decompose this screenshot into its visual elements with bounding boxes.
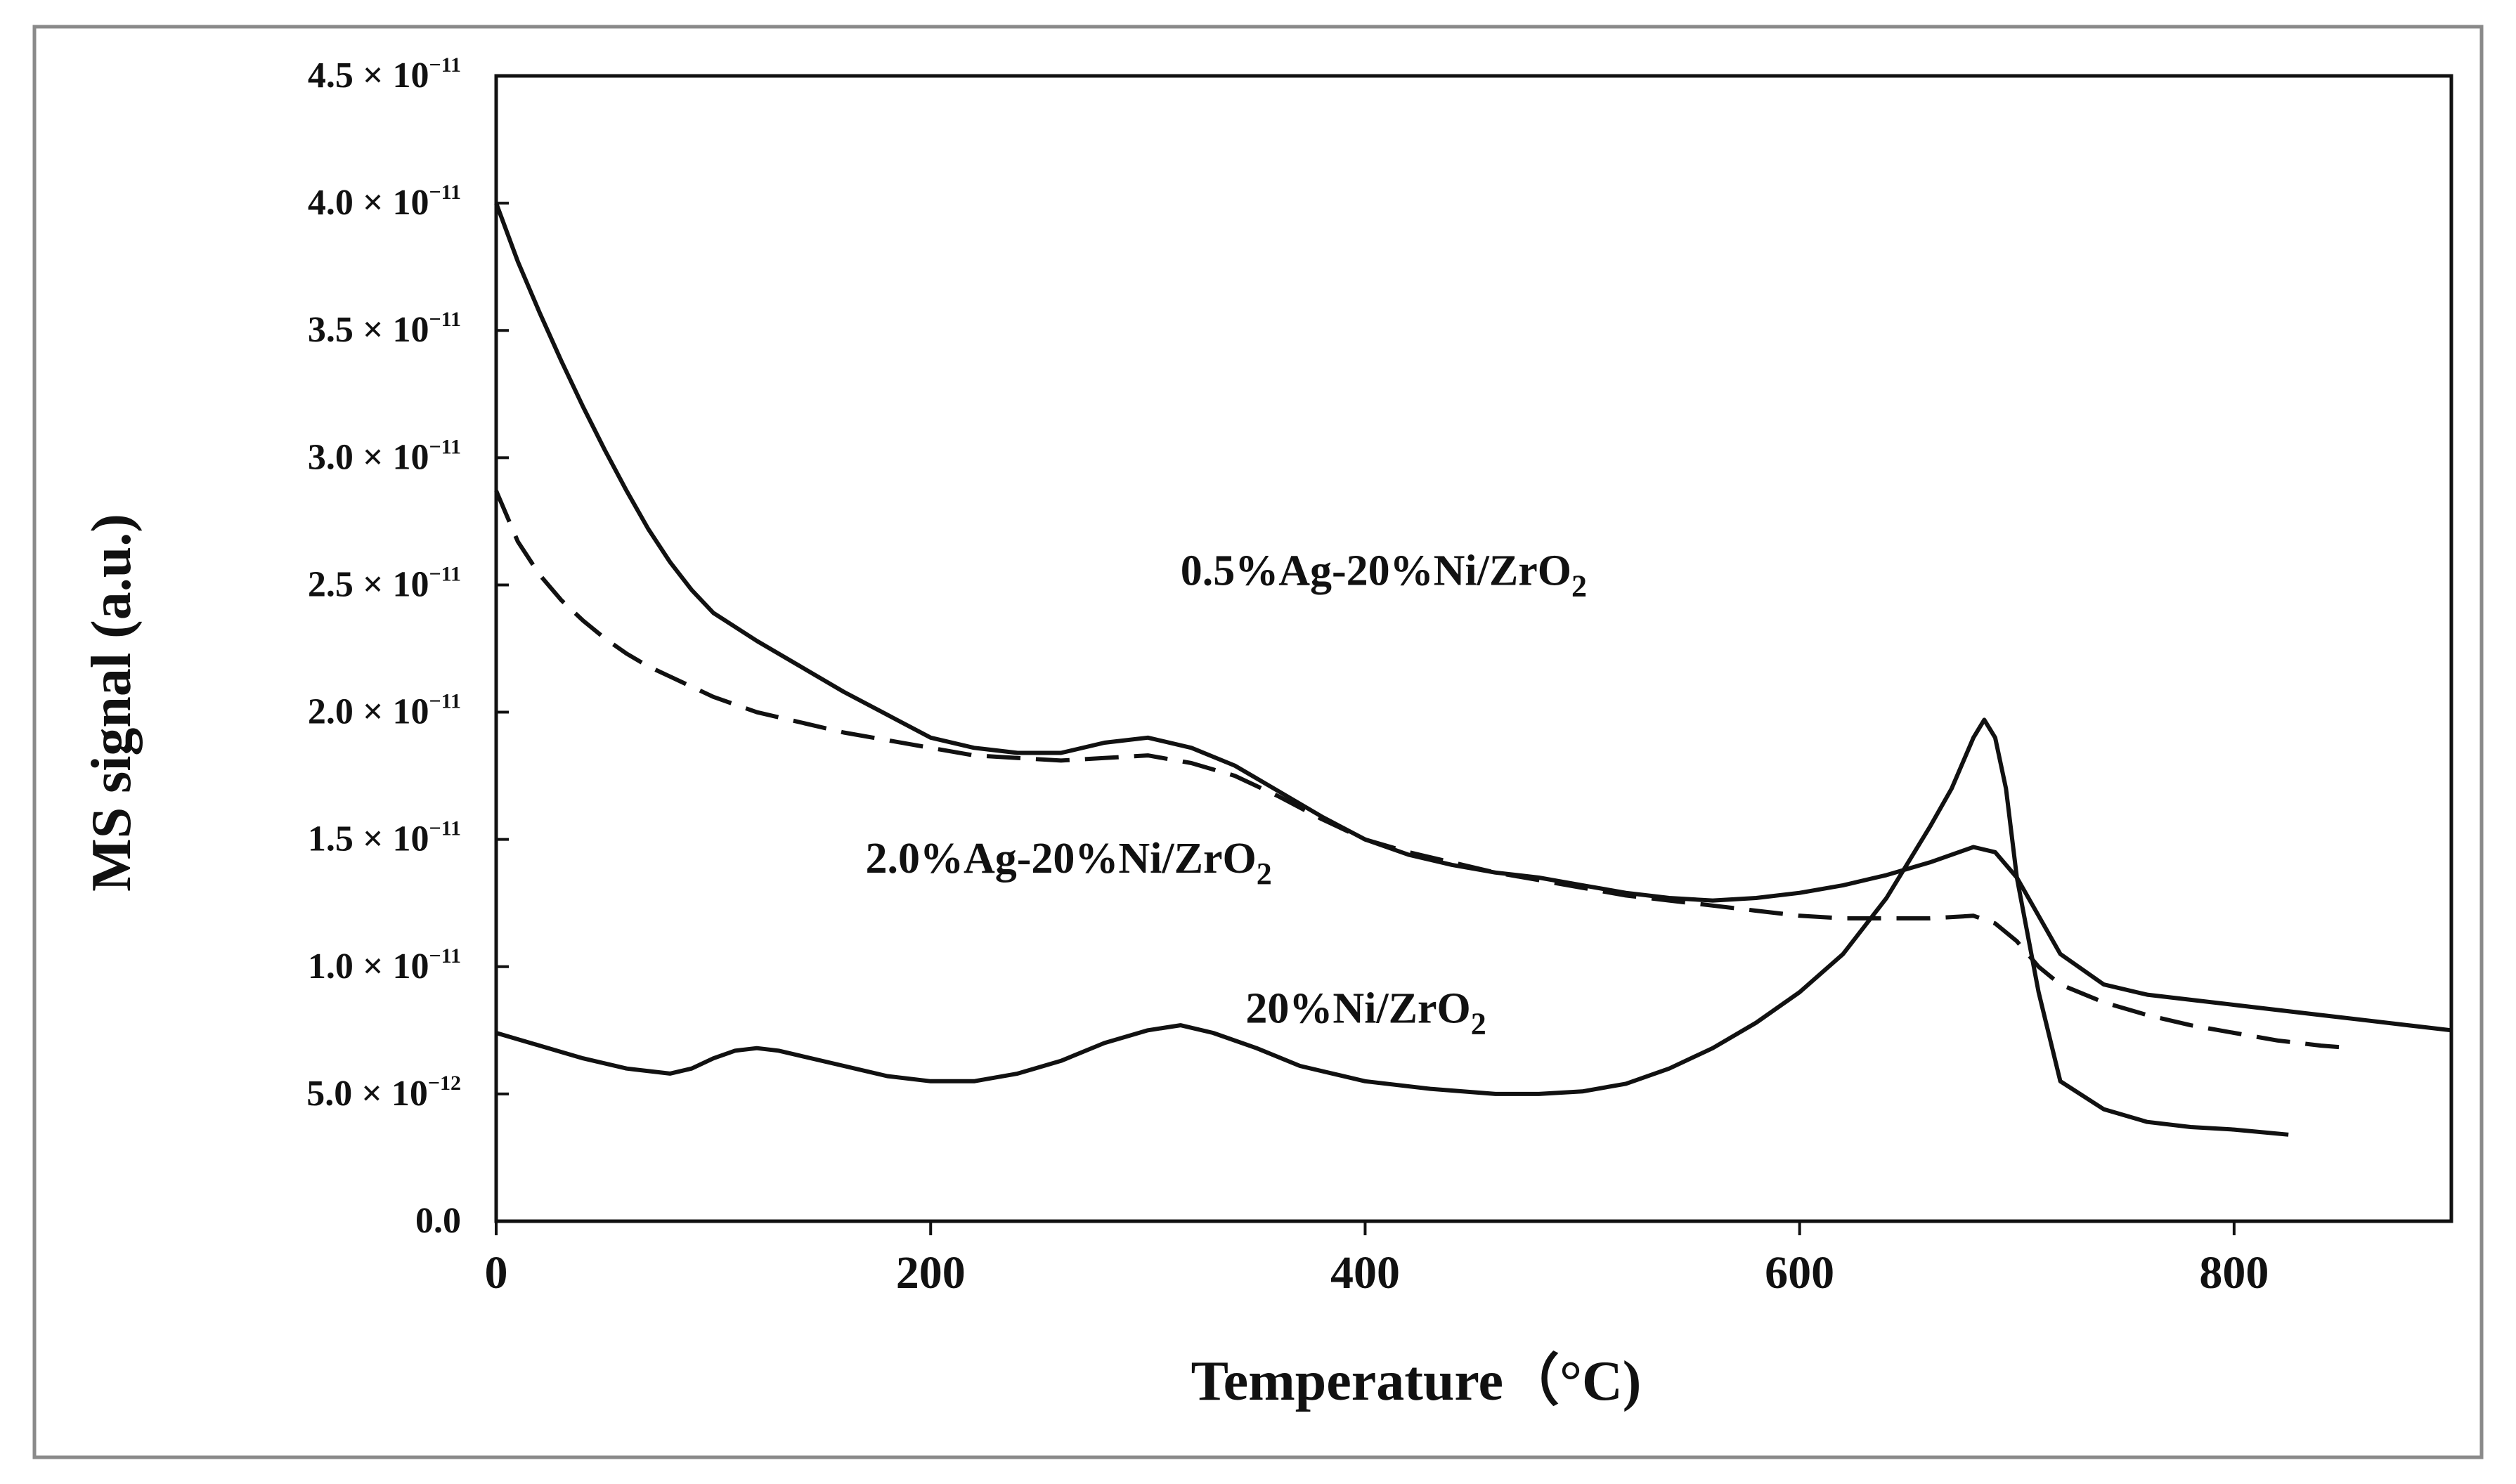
series-annotation: 20%Ni/ZrO2 [1245, 984, 1486, 1041]
series-line-3 [495, 717, 2289, 1137]
plot-area-frame [494, 74, 2453, 1223]
x-tick-label: 200 [896, 1247, 966, 1298]
x-tick-label: 600 [1765, 1247, 1834, 1298]
y-tick-label: 3.5 × 10−11 [308, 308, 461, 350]
y-tick-label: 1.5 × 10−11 [308, 817, 461, 859]
x-tick-label: 0 [485, 1247, 508, 1298]
y-tick-label: 0.0 [415, 1201, 461, 1241]
y-tick-label: 4.5 × 10−11 [308, 53, 461, 96]
series-line-1 [494, 202, 2452, 1033]
y-tick-label: 3.0 × 10−11 [308, 435, 461, 477]
series-annotation: 2.0%Ag-20%Ni/ZrO2 [865, 835, 1271, 891]
y-tick-label: 2.5 × 10−11 [308, 562, 461, 604]
x-axis-title: Temperature（°C) [1191, 1350, 1642, 1412]
y-tick-label: 5.0 × 10−12 [306, 1072, 461, 1114]
y-tick-label: 4.0 × 10−11 [308, 181, 461, 223]
y-tick-label: 2.0 × 10−11 [308, 690, 461, 732]
series-annotation: 0.5%Ag-20%Ni/ZrO2 [1181, 547, 1587, 603]
x-tick-label: 800 [2199, 1247, 2269, 1298]
x-tick-label: 400 [1330, 1247, 1400, 1298]
outer-frame [32, 25, 2484, 1459]
y-axis-title: MS signal (a.u.) [81, 514, 143, 892]
y-tick-label: 1.0 × 10−11 [308, 944, 461, 987]
